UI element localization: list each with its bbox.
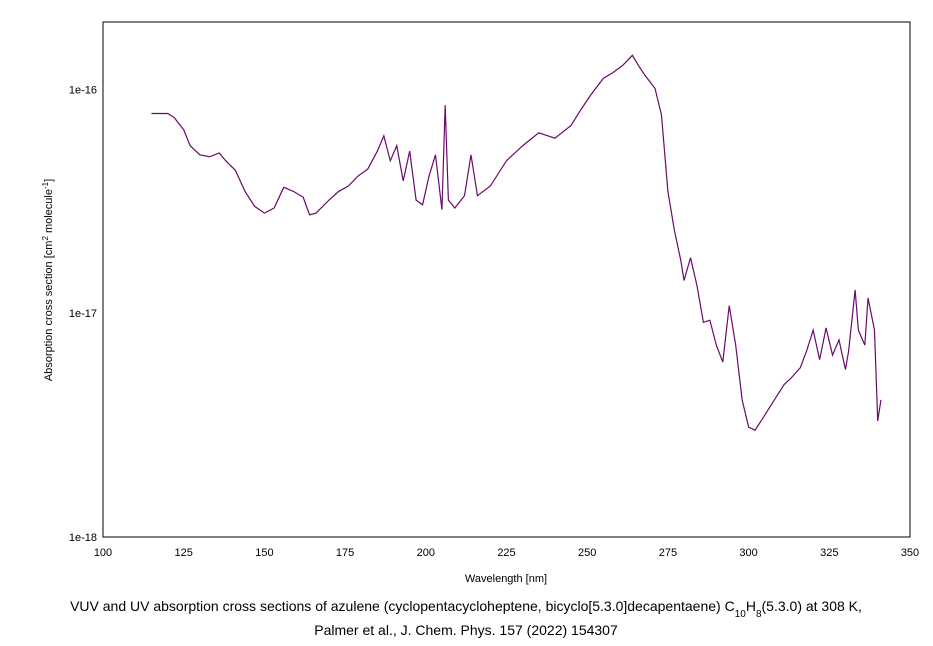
superscript: -1 bbox=[41, 181, 50, 189]
plot-frame bbox=[102, 21, 911, 538]
text-part: VUV and UV absorption cross sections of … bbox=[70, 598, 735, 614]
subscript: 8 bbox=[756, 609, 762, 620]
y-tick-label: 1e-17 bbox=[69, 308, 97, 320]
y-axis-label: Absorption cross section [cm2 molecule-1… bbox=[41, 179, 56, 381]
text-part: ] bbox=[43, 179, 55, 182]
text-part: H bbox=[746, 598, 756, 614]
text-part: (5.3.0) at 308 K, bbox=[762, 598, 862, 614]
x-tick-label: 250 bbox=[578, 547, 596, 559]
x-tick-label: 225 bbox=[497, 547, 515, 559]
superscript: 2 bbox=[41, 236, 50, 241]
y-tick-label: 1e-16 bbox=[69, 84, 97, 96]
y-tick-label: 1e-18 bbox=[69, 532, 97, 544]
chart-title: VUV and UV absorption cross sections of … bbox=[70, 598, 862, 620]
subscript: 10 bbox=[735, 609, 747, 620]
x-tick-label: 275 bbox=[659, 547, 677, 559]
text-part: Absorption cross section [cm bbox=[43, 241, 55, 382]
chart-subtitle: Palmer et al., J. Chem. Phys. 157 (2022)… bbox=[314, 622, 618, 638]
x-tick-label: 175 bbox=[336, 547, 354, 559]
x-tick-label: 300 bbox=[739, 547, 757, 559]
x-axis-label: Wavelength [nm] bbox=[465, 573, 547, 585]
x-tick-label: 350 bbox=[901, 547, 919, 559]
x-tick-label: 125 bbox=[175, 547, 193, 559]
text-part: molecule bbox=[43, 189, 55, 236]
x-tick-label: 325 bbox=[820, 547, 838, 559]
x-tick-label: 200 bbox=[417, 547, 435, 559]
x-tick-label: 150 bbox=[255, 547, 273, 559]
x-tick-label: 100 bbox=[94, 547, 112, 559]
data-line bbox=[151, 54, 882, 431]
